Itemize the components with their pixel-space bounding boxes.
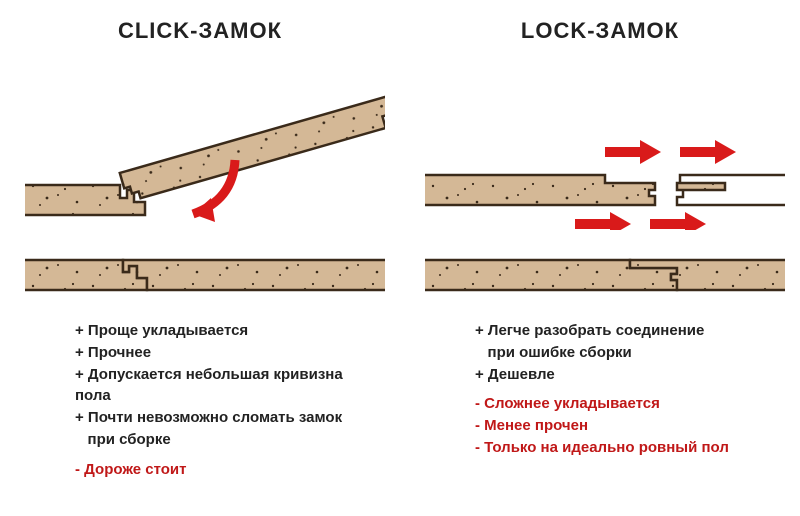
click-con-0: - Дороже стоит — [75, 459, 380, 481]
lock-con-0: - Сложнее укладывается — [475, 393, 780, 415]
push-arrow-bot-2-icon — [650, 212, 706, 230]
lock-pro-1: при ошибке сборки — [475, 342, 780, 364]
click-title: CLICK-ЗАМОК — [0, 18, 400, 44]
push-arrow-bot-1-icon — [575, 212, 631, 230]
click-column: CLICK-ЗАМОК — [0, 0, 400, 516]
click-text: + Проще укладывается + Прочнее + Допуска… — [75, 320, 380, 480]
push-arrow-top-1-icon — [605, 140, 661, 164]
click-pro-1: + Прочнее — [75, 342, 380, 364]
lock-text: + Легче разобрать соединение при ошибке … — [475, 320, 780, 459]
lock-con-2: - Только на идеально ровный пол — [475, 437, 780, 459]
lock-diagram-joined — [425, 250, 790, 310]
lock-column: LOCK-ЗАМОК — [400, 0, 800, 516]
lock-pro-2: + Дешевле — [475, 364, 780, 386]
click-pro-2: + Допускается небольшая кривизна пола — [75, 364, 380, 408]
click-pro-4: при сборке — [75, 429, 380, 451]
lock-pro-0: + Легче разобрать соединение — [475, 320, 780, 342]
lock-con-1: - Менее прочен — [475, 415, 780, 437]
click-diagram-joined — [25, 250, 390, 310]
click-diagram-assembly — [25, 90, 390, 220]
lock-diagram-assembly — [425, 90, 790, 220]
push-arrow-top-2-icon — [680, 140, 736, 164]
click-pro-0: + Проще укладывается — [75, 320, 380, 342]
lock-title: LOCK-ЗАМОК — [400, 18, 800, 44]
click-pro-3: + Почти невозможно сломать замок — [75, 407, 380, 429]
